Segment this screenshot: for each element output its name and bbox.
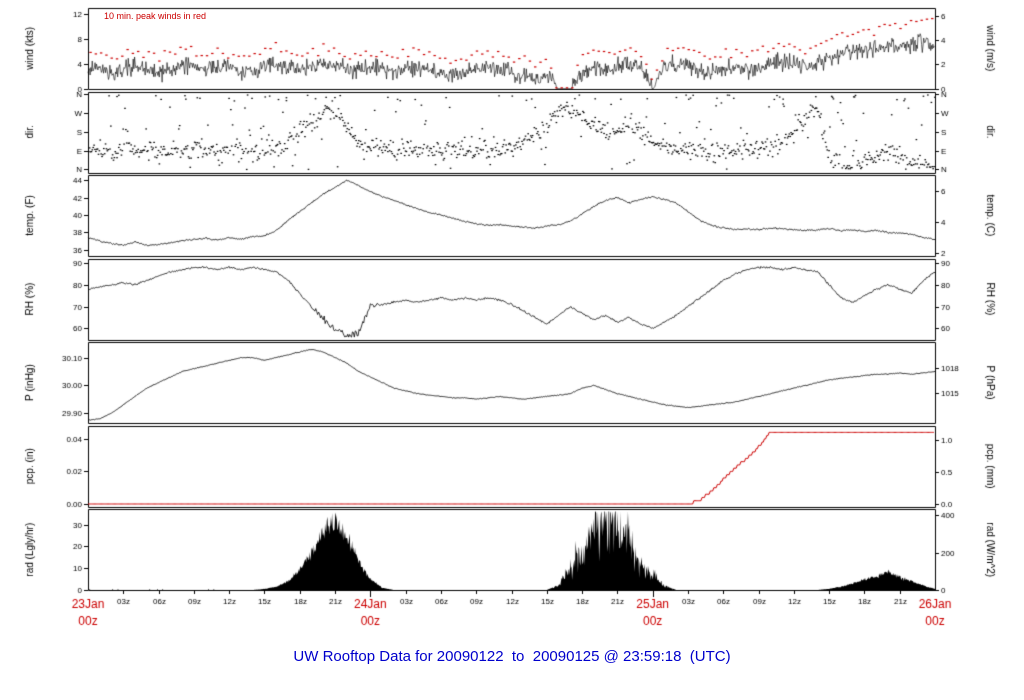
figure-caption: UW Rooftop Data for 20090122 to 20090125… [293,648,731,665]
peak-winds-note: 10 min. peak winds in red [104,11,207,21]
